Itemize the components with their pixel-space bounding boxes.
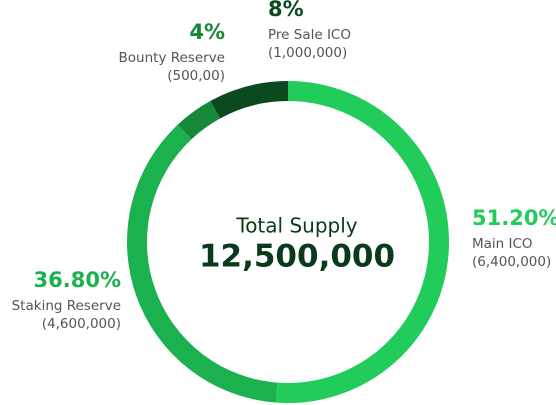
segment-name: Staking Reserve [12, 298, 121, 314]
center-title: Total Supply [235, 214, 357, 238]
percent-label: 8% [268, 0, 304, 21]
segment-detail: (1,000,000) [268, 45, 347, 61]
percent-label: 51.20% [472, 206, 556, 230]
percent-label: 36.80% [34, 268, 121, 292]
donut-segment [127, 124, 278, 403]
segment-name: Pre Sale ICO [268, 27, 351, 43]
donut-segment [275, 81, 449, 403]
donut-segment [210, 81, 289, 119]
segment-name: Bounty Reserve [119, 50, 225, 66]
center-value: 12,500,000 [199, 239, 395, 275]
percent-label: 4% [189, 20, 225, 44]
segment-detail: (500,00) [167, 68, 225, 84]
donut-segment [177, 100, 221, 140]
segment-detail: (6,400,000) [472, 254, 551, 270]
segment-name: Main ICO [472, 236, 533, 252]
segment-detail: (4,600,000) [42, 316, 121, 332]
